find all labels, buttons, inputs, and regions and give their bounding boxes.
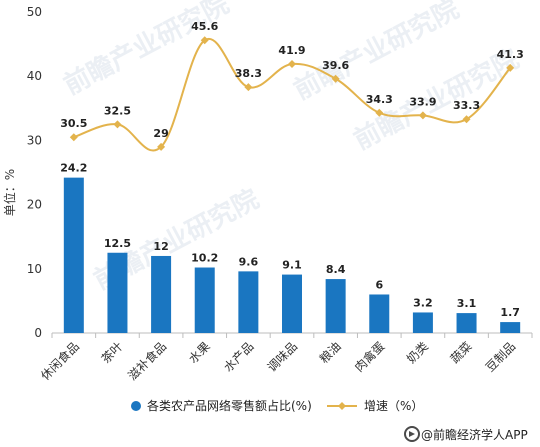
bar-data-label: 6 <box>375 278 383 291</box>
line-point <box>200 36 209 45</box>
y-tick-label: 20 <box>27 198 42 212</box>
line-data-label: 41.3 <box>497 48 524 61</box>
line-point <box>462 115 471 124</box>
bar <box>325 279 346 333</box>
legend-line-label: 增速（%） <box>364 399 423 413</box>
watermark-text: 前瞻产业研究院 <box>59 0 234 101</box>
bar-data-label: 1.7 <box>500 306 520 319</box>
bar <box>63 177 84 333</box>
line-point <box>418 111 427 120</box>
legend: 各类农产品网络零售额占比(%) 增速（%） <box>131 398 423 413</box>
line-point <box>244 83 253 92</box>
x-tick-label: 粮油 <box>316 339 344 367</box>
bar-series: 24.2 12.5 12 10.2 9.6 9.1 8.4 6 3.2 3.1 1.7 <box>60 162 521 333</box>
y-tick-label: 30 <box>27 133 42 147</box>
legend-line-point <box>338 402 346 410</box>
logo-icon-mark <box>409 431 415 437</box>
x-tick-label: 调味品 <box>265 339 300 374</box>
bar-data-label: 8.4 <box>326 263 346 276</box>
bar-data-label: 12 <box>153 240 168 253</box>
bar-data-label: 9.1 <box>282 259 302 272</box>
bar <box>412 312 433 333</box>
line-point <box>331 74 340 83</box>
line-data-label: 41.9 <box>278 44 305 57</box>
line-data-label: 45.6 <box>191 20 218 33</box>
y-tick-label: 0 <box>34 326 42 340</box>
y-tick-label: 50 <box>27 5 42 19</box>
line-data-label: 38.3 <box>235 67 262 80</box>
line-point <box>157 142 166 151</box>
x-tick-label: 水产品 <box>221 339 256 374</box>
credit: @前瞻经济学人APP <box>404 426 528 442</box>
bar <box>107 252 128 333</box>
x-tick-label: 休闲食品 <box>37 339 82 384</box>
x-axis: 休闲食品 茶叶 滋补食品 水果 水产品 调味品 粮油 肉禽蛋 奶类 蔬菜 豆制品 <box>37 332 533 384</box>
line-data-label: 29 <box>153 127 168 140</box>
bar <box>238 271 259 333</box>
x-tick-label: 蔬菜 <box>448 339 475 366</box>
bar-data-label: 3.2 <box>413 296 433 309</box>
line-data-label: 33.3 <box>453 99 480 112</box>
x-tick-label: 水果 <box>186 339 213 366</box>
bar-data-label: 9.6 <box>239 255 259 268</box>
credit-text: @前瞻经济学人APP <box>421 427 528 442</box>
bar <box>456 313 477 333</box>
bar-data-label: 10.2 <box>191 252 218 265</box>
y-axis: 0 10 20 30 40 50 单位：% <box>2 5 42 340</box>
growth-line <box>73 37 511 152</box>
bar-data-label: 12.5 <box>104 237 131 250</box>
bar <box>369 294 390 333</box>
line-data-label: 34.3 <box>366 93 393 106</box>
bar <box>282 274 302 333</box>
y-tick-label: 10 <box>27 262 42 276</box>
x-tick-label: 滋补食品 <box>125 339 170 384</box>
legend-bar-marker <box>131 401 141 411</box>
y-axis-label: 单位：% <box>2 169 17 216</box>
line-data-label: 33.9 <box>409 95 436 108</box>
line-point <box>375 108 384 117</box>
line-point <box>506 63 515 72</box>
line-point <box>288 60 296 69</box>
bar <box>500 322 521 333</box>
x-tick-label: 茶叶 <box>98 339 126 367</box>
line-point <box>69 133 78 142</box>
line-series: 30.5 32.5 29 45.6 38.3 41.9 39.6 34.3 33.9 33.3 41… <box>60 20 524 152</box>
bar-data-label: 24.2 <box>60 162 87 175</box>
line-data-label: 30.5 <box>60 117 87 130</box>
y-tick-label: 40 <box>27 69 42 83</box>
bar-data-label: 3.1 <box>457 297 477 310</box>
legend-bar-label: 各类农产品网络零售额占比(%) <box>147 398 312 413</box>
x-tick-label: 豆制品 <box>483 339 518 374</box>
x-tick-label: 奶类 <box>404 339 431 366</box>
line-point <box>113 120 122 129</box>
x-tick-label: 肉禽蛋 <box>351 339 387 375</box>
line-data-label: 39.6 <box>322 59 349 72</box>
line-data-label: 32.5 <box>104 104 131 117</box>
bar <box>194 267 215 333</box>
bar <box>151 255 172 333</box>
